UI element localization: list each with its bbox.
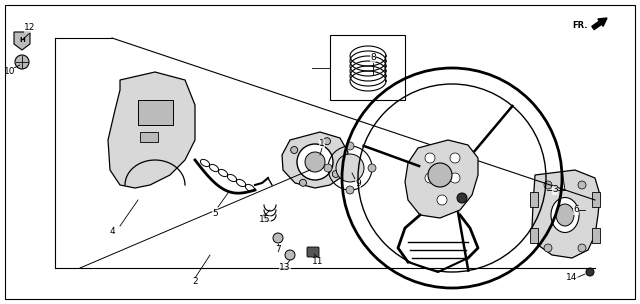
Bar — [138, 100, 173, 125]
Circle shape — [300, 179, 307, 186]
Circle shape — [450, 173, 460, 183]
Circle shape — [578, 181, 586, 189]
Text: 2: 2 — [192, 278, 198, 286]
Text: 8: 8 — [370, 53, 376, 61]
Text: H: H — [19, 37, 25, 43]
Text: 6: 6 — [573, 206, 579, 215]
Text: FR.: FR. — [572, 20, 588, 29]
Circle shape — [305, 152, 325, 172]
Text: 1: 1 — [319, 139, 325, 147]
Circle shape — [578, 244, 586, 252]
Circle shape — [450, 153, 460, 163]
Circle shape — [425, 173, 435, 183]
Bar — [140, 132, 158, 142]
Circle shape — [437, 195, 447, 205]
Polygon shape — [14, 32, 30, 50]
Text: 13: 13 — [279, 264, 291, 272]
Circle shape — [15, 55, 29, 69]
Circle shape — [336, 154, 364, 182]
Text: 12: 12 — [24, 23, 36, 33]
Circle shape — [273, 233, 283, 243]
Circle shape — [428, 163, 452, 187]
Bar — [592, 192, 600, 207]
FancyArrow shape — [592, 18, 607, 29]
Text: 3: 3 — [552, 185, 558, 195]
Ellipse shape — [556, 204, 574, 226]
Circle shape — [285, 250, 295, 260]
FancyBboxPatch shape — [307, 247, 319, 257]
Text: 10: 10 — [4, 67, 16, 77]
Circle shape — [368, 164, 376, 172]
Text: 5: 5 — [212, 209, 218, 217]
Text: 15: 15 — [259, 216, 271, 224]
Circle shape — [586, 268, 594, 276]
Text: 9: 9 — [355, 178, 361, 188]
Circle shape — [297, 144, 333, 180]
Circle shape — [544, 244, 552, 252]
Bar — [592, 228, 600, 243]
Circle shape — [291, 147, 298, 154]
Text: 14: 14 — [442, 202, 454, 212]
Circle shape — [346, 186, 354, 194]
Circle shape — [346, 142, 354, 150]
Circle shape — [425, 153, 435, 163]
Text: 7: 7 — [275, 246, 281, 254]
Polygon shape — [108, 72, 195, 188]
Bar — [530, 228, 538, 243]
Polygon shape — [282, 132, 348, 188]
Ellipse shape — [551, 198, 579, 233]
Polygon shape — [532, 170, 600, 258]
Bar — [330, 35, 405, 100]
Circle shape — [323, 138, 330, 145]
Text: 14: 14 — [566, 274, 578, 282]
Circle shape — [457, 193, 467, 203]
Circle shape — [332, 171, 339, 178]
Circle shape — [544, 181, 552, 189]
Bar — [530, 192, 538, 207]
Text: 11: 11 — [312, 257, 324, 267]
Circle shape — [324, 164, 332, 172]
Text: 4: 4 — [109, 227, 115, 237]
Polygon shape — [405, 140, 478, 218]
